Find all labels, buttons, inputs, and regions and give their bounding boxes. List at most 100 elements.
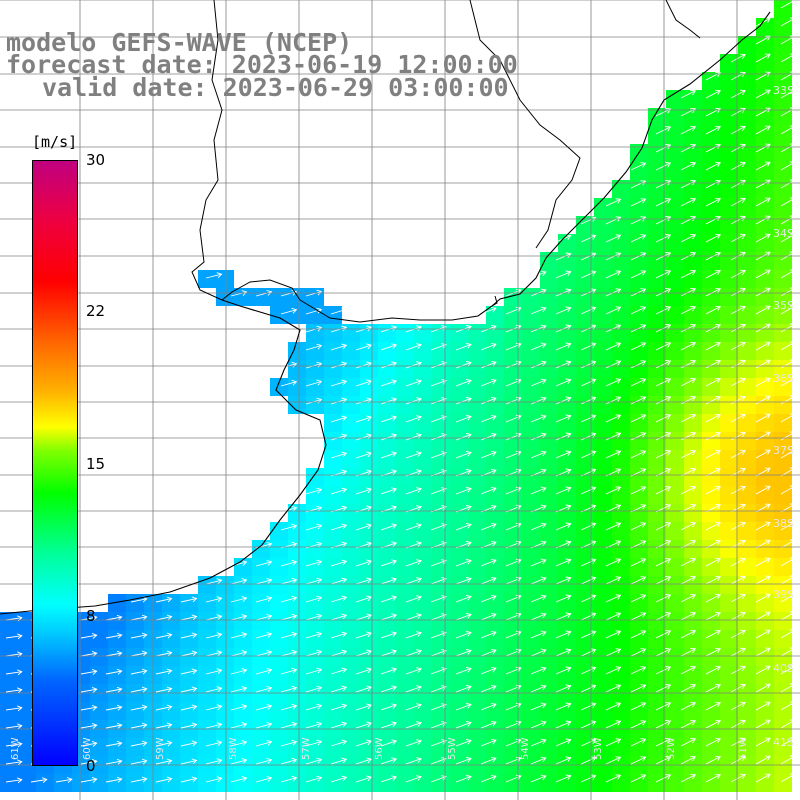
wind-arrow-head xyxy=(391,523,398,529)
field-cell xyxy=(612,450,630,468)
wind-arrow xyxy=(705,126,721,135)
wind-arrow xyxy=(105,634,122,639)
wind-arrow xyxy=(780,521,796,531)
wind-arrow xyxy=(530,415,546,423)
field-cell xyxy=(666,234,684,252)
lat-label: 36S xyxy=(773,372,794,385)
field-cell xyxy=(126,702,144,720)
wind-arrow xyxy=(755,359,771,369)
wind-arrow-head xyxy=(291,541,298,548)
wind-arrow-head xyxy=(764,611,771,617)
wind-arrow xyxy=(355,758,372,765)
field-cell xyxy=(162,666,180,684)
wind-arrow-head xyxy=(789,197,796,203)
wind-arrow xyxy=(5,671,22,675)
field-cell xyxy=(360,342,378,360)
field-cell xyxy=(702,144,720,162)
wind-arrow-head xyxy=(590,540,597,546)
field-cell xyxy=(414,630,432,648)
field-cell xyxy=(414,360,432,378)
wind-arrow-head xyxy=(789,629,796,635)
wind-arrow xyxy=(555,721,571,729)
field-cell xyxy=(342,576,360,594)
field-cell xyxy=(774,108,792,126)
wind-arrow xyxy=(630,306,646,315)
wind-arrow xyxy=(780,611,796,621)
field-cell xyxy=(342,558,360,576)
wind-arrow xyxy=(655,720,671,729)
wind-arrow-head xyxy=(490,306,497,313)
wind-arrow xyxy=(180,777,197,783)
wind-arrow xyxy=(80,760,97,765)
field-cell xyxy=(324,306,342,324)
field-cell xyxy=(756,360,774,378)
wind-arrow xyxy=(380,452,397,459)
wind-arrow xyxy=(555,451,571,459)
wind-arrow-head xyxy=(740,323,746,330)
field-cell xyxy=(198,738,216,756)
wind-arrow xyxy=(355,362,372,369)
wind-arrow xyxy=(455,631,472,639)
field-cell xyxy=(720,738,738,756)
field-cell xyxy=(504,702,522,720)
wind-arrow xyxy=(655,324,671,333)
wind-arrow-head xyxy=(764,125,771,131)
field-cell xyxy=(594,774,612,792)
wind-arrow xyxy=(555,613,571,621)
field-cell xyxy=(468,324,486,342)
wind-arrow-head xyxy=(466,703,472,709)
wind-arrow-head xyxy=(615,324,622,330)
wind-arrow-head xyxy=(640,180,647,186)
wind-arrow xyxy=(605,720,621,729)
wind-arrow xyxy=(280,579,297,585)
field-cell xyxy=(504,450,522,468)
field-cell xyxy=(666,630,684,648)
field-cell xyxy=(648,144,666,162)
field-cell xyxy=(558,306,576,324)
wind-arrow xyxy=(555,631,571,639)
field-cell xyxy=(558,396,576,414)
wind-arrow-head xyxy=(515,738,522,745)
wind-arrow xyxy=(705,450,721,459)
wind-arrow-head xyxy=(366,451,373,458)
field-cell xyxy=(306,468,324,486)
wind-arrow xyxy=(730,666,746,675)
wind-arrow-head xyxy=(764,53,771,59)
wind-arrow xyxy=(555,379,571,387)
wind-arrow-head xyxy=(764,701,771,707)
wind-arrow xyxy=(730,738,746,747)
wind-arrow-head xyxy=(764,665,771,671)
wind-arrow-head xyxy=(191,632,198,639)
wind-arrow-head xyxy=(690,377,697,384)
wind-arrow-head xyxy=(17,777,23,784)
wind-arrow xyxy=(555,649,571,657)
wind-arrow-head xyxy=(640,450,647,456)
wind-arrow-head xyxy=(17,633,23,640)
wind-arrow xyxy=(580,253,596,261)
wind-arrow xyxy=(205,615,222,621)
wind-arrow-head xyxy=(615,270,622,276)
field-cell xyxy=(396,324,414,342)
wind-arrow xyxy=(330,596,347,603)
wind-arrow xyxy=(405,740,422,747)
wind-arrow xyxy=(705,558,721,567)
field-cell xyxy=(342,612,360,630)
wind-arrow xyxy=(80,742,97,747)
wind-arrow-head xyxy=(540,666,547,673)
field-cell xyxy=(630,738,648,756)
wind-arrow-head xyxy=(17,669,23,676)
field-cell xyxy=(288,666,306,684)
field-cell xyxy=(756,72,774,90)
field-cell xyxy=(702,468,720,486)
wind-arrow-head xyxy=(366,325,373,332)
wind-arrow-head xyxy=(565,306,572,312)
model-title: modelo GEFS-WAVE (NCEP) xyxy=(6,28,353,57)
wind-arrow-head xyxy=(490,558,497,565)
field-cell xyxy=(594,252,612,270)
wind-arrow-head xyxy=(466,505,472,511)
field-cell xyxy=(648,558,666,576)
wind-arrow xyxy=(205,705,222,711)
wind-arrow xyxy=(755,449,771,459)
wind-arrow xyxy=(730,180,746,189)
wind-arrow xyxy=(755,215,771,225)
